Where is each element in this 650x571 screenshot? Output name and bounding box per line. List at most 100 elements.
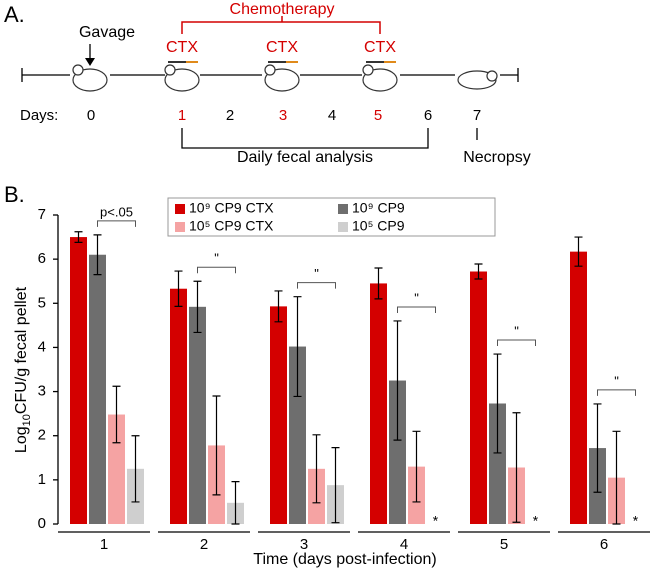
legend-swatch — [338, 204, 348, 214]
y-tick-label: 3 — [38, 383, 46, 400]
error-bar — [174, 270, 183, 307]
bar — [89, 254, 106, 524]
ctx-label: CTX — [266, 39, 298, 56]
x-tick-label: 3 — [300, 536, 308, 553]
error-bar — [512, 412, 521, 523]
error-bar — [374, 267, 383, 300]
error-bar — [412, 430, 421, 503]
asterisk: * — [433, 513, 439, 529]
x-tick-label: 2 — [200, 536, 208, 553]
significance-bracket — [297, 282, 336, 289]
asterisk: * — [633, 513, 639, 529]
error-bar — [274, 290, 283, 323]
day: 5 — [374, 107, 382, 124]
asterisk: * — [533, 513, 539, 529]
bar — [389, 380, 406, 524]
y-tick-label: 2 — [38, 427, 46, 444]
significance-label: p<.05 — [100, 204, 133, 219]
error-bar — [212, 395, 221, 496]
error-bar — [193, 280, 202, 334]
error-bar — [593, 403, 602, 493]
significance-bracket — [197, 266, 236, 274]
y-label-part: CFU/g fecal pellet — [13, 286, 30, 414]
bar — [370, 283, 387, 524]
bar — [489, 403, 506, 524]
error-bar — [493, 353, 502, 454]
significance-label: " — [514, 323, 519, 338]
error-bar — [131, 435, 140, 503]
error-bar — [231, 481, 240, 525]
error-bar — [574, 236, 583, 267]
y-tick-label: 5 — [38, 294, 46, 311]
bar — [289, 346, 306, 524]
chemo-label: Chemotherapy — [230, 1, 335, 18]
error-bar — [93, 234, 102, 276]
days-label: Days: — [20, 107, 58, 124]
bar — [70, 237, 87, 525]
error-bar — [112, 385, 121, 444]
mice — [72, 64, 498, 92]
day: 1 — [178, 107, 186, 124]
bar — [108, 414, 125, 524]
x-tick-label: 1 — [100, 536, 108, 553]
significance-bracket — [497, 339, 536, 347]
x-axis-label: Time (days post-infection) — [253, 551, 436, 568]
legend-label: 10⁹ CP9 CTX — [189, 200, 274, 216]
error-bar — [393, 320, 402, 441]
day: 2 — [226, 107, 234, 124]
significance-bracket — [97, 220, 136, 227]
gavage-label: Gavage — [79, 24, 135, 41]
legend-swatch — [175, 204, 185, 214]
y-tick-label: 7 — [38, 206, 46, 223]
error-bar — [293, 296, 302, 398]
legend-label: 10⁵ CP9 — [352, 218, 405, 234]
legend-swatch — [175, 222, 185, 232]
significance-label: " — [314, 266, 319, 281]
ctx-label: CTX — [166, 39, 198, 56]
ctx-label: CTX — [364, 39, 396, 56]
day: 0 — [87, 107, 95, 124]
legend-swatch — [338, 222, 348, 232]
significance-bracket — [597, 389, 636, 396]
y-tick-label: 6 — [38, 250, 46, 267]
significance-bracket — [397, 306, 436, 313]
bar — [270, 306, 287, 524]
bar — [470, 271, 487, 524]
error-bar — [612, 430, 621, 525]
significance-label: " — [414, 290, 419, 305]
x-tick-label: 5 — [500, 536, 508, 553]
x-tick-label: 6 — [600, 536, 608, 553]
y-tick-label: 0 — [38, 515, 46, 532]
y-axis-label: Log10CFU/g fecal pellet — [13, 286, 33, 453]
error-bar — [74, 231, 83, 243]
y-tick-label: 4 — [38, 338, 46, 355]
significance-label: " — [614, 373, 619, 388]
chemo-bracket — [181, 16, 381, 34]
legend-label: 10⁹ CP9 — [352, 200, 405, 216]
y-label-sub: 10 — [21, 414, 33, 426]
legend-box — [167, 197, 496, 237]
daily-label: Daily fecal analysis — [237, 149, 373, 166]
day: 4 — [328, 107, 336, 124]
legend-label: 10⁵ CP9 CTX — [189, 218, 274, 234]
bar — [170, 288, 187, 524]
daily-bracket — [181, 128, 478, 149]
day: 7 — [473, 107, 481, 124]
timeline — [21, 68, 519, 82]
significance-label: " — [214, 251, 219, 266]
error-bar — [331, 447, 340, 524]
y-label-part: Log — [13, 426, 30, 453]
y-tick-label: 1 — [38, 471, 46, 488]
necropsy-label: Necropsy — [463, 149, 531, 166]
day: 6 — [424, 107, 432, 124]
error-bar — [474, 263, 483, 280]
bar — [189, 306, 206, 524]
x-tick-label: 4 — [400, 536, 408, 553]
day: 3 — [279, 107, 287, 124]
panel-label: B. — [4, 182, 25, 207]
panel-label: A. — [4, 2, 25, 27]
bar — [570, 251, 587, 525]
arrow-head — [85, 58, 95, 66]
error-bar — [312, 434, 321, 504]
